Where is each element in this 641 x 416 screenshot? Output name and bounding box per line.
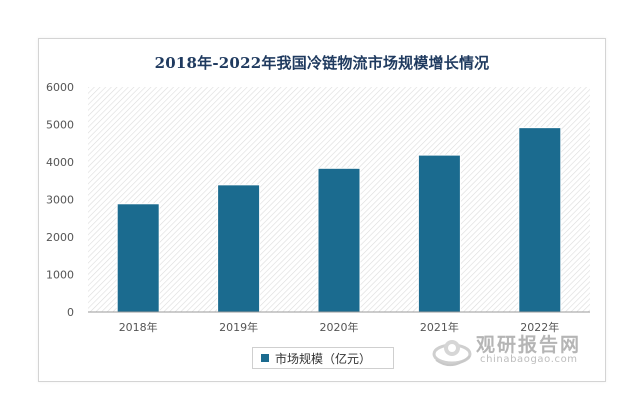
chart-legend: 市场规模（亿元） <box>252 347 394 369</box>
bar-2022年 <box>518 127 562 313</box>
watermark-url: chinabaogao.com <box>480 354 578 365</box>
bar-2021年 <box>417 154 461 313</box>
bar-2020年 <box>317 167 361 313</box>
x-tick-label: 2021年 <box>420 320 459 334</box>
y-tick-label: 0 <box>67 306 74 319</box>
watermark-name: 观研报告网 <box>476 334 582 356</box>
x-tick-label: 2019年 <box>219 320 258 334</box>
y-tick-label: 4000 <box>46 156 74 169</box>
y-tick-label: 5000 <box>46 119 74 132</box>
legend-swatch <box>261 354 269 362</box>
y-tick-label: 6000 <box>46 81 74 94</box>
x-tick-label: 2020年 <box>320 320 359 334</box>
legend-label: 市场规模（亿元） <box>275 351 372 366</box>
y-tick-label: 2000 <box>46 231 74 244</box>
y-tick-label: 1000 <box>46 269 74 282</box>
x-tick-label: 2018年 <box>119 320 158 334</box>
watermark-logo-icon <box>432 340 472 367</box>
x-tick-label: 2022年 <box>520 320 559 334</box>
bar-2018年 <box>116 203 160 313</box>
watermark: 观研报告网 chinabaogao.com <box>430 328 600 372</box>
bar-2019年 <box>217 184 261 313</box>
chart-title: 2018年-2022年我国冷链物流市场规模增长情况 <box>154 54 490 72</box>
y-tick-label: 3000 <box>46 194 74 207</box>
